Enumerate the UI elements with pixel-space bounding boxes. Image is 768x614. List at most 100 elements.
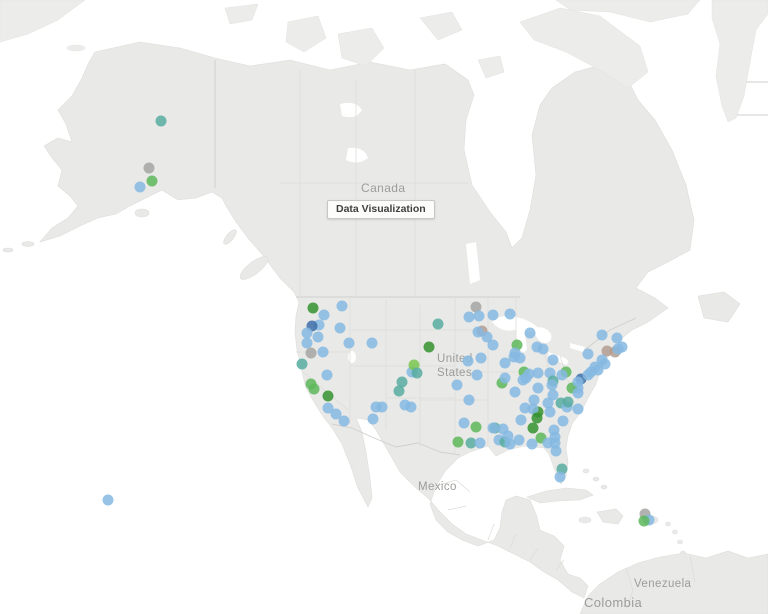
data-point[interactable] (487, 339, 499, 351)
data-point[interactable] (546, 379, 558, 391)
data-point[interactable] (515, 414, 527, 426)
data-point[interactable] (321, 369, 333, 381)
data-point[interactable] (336, 300, 348, 312)
data-point[interactable] (330, 408, 342, 420)
data-point[interactable] (296, 358, 308, 370)
data-point[interactable] (393, 385, 405, 397)
data-point[interactable] (493, 434, 505, 446)
data-point[interactable] (547, 389, 559, 401)
data-point[interactable] (572, 376, 584, 388)
data-point[interactable] (305, 347, 317, 359)
data-point[interactable] (504, 308, 516, 320)
data-point[interactable] (554, 471, 566, 483)
data-point[interactable] (322, 390, 334, 402)
data-point[interactable] (470, 421, 482, 433)
data-point[interactable] (472, 326, 484, 338)
data-point[interactable] (592, 364, 604, 376)
data-point[interactable] (497, 423, 509, 435)
data-point[interactable] (463, 394, 475, 406)
data-point[interactable] (514, 352, 526, 364)
data-point[interactable] (601, 345, 613, 357)
data-point[interactable] (499, 372, 511, 384)
data-point[interactable] (451, 379, 463, 391)
data-point[interactable] (572, 387, 584, 399)
data-point[interactable] (556, 369, 568, 381)
data-point[interactable] (487, 309, 499, 321)
data-point[interactable] (102, 494, 114, 506)
data-point[interactable] (511, 339, 523, 351)
data-point[interactable] (143, 162, 155, 174)
data-point[interactable] (532, 367, 544, 379)
data-point[interactable] (411, 367, 423, 379)
data-point[interactable] (338, 415, 350, 427)
data-point[interactable] (487, 422, 499, 434)
data-point[interactable] (531, 412, 543, 424)
data-point[interactable] (542, 437, 554, 449)
data-point[interactable] (474, 437, 486, 449)
data-point[interactable] (509, 347, 521, 359)
data-point[interactable] (317, 346, 329, 358)
data-point[interactable] (502, 430, 514, 442)
data-point[interactable] (549, 431, 561, 443)
data-point[interactable] (376, 401, 388, 413)
data-point[interactable] (312, 331, 324, 343)
data-point[interactable] (499, 357, 511, 369)
data-point[interactable] (612, 343, 624, 355)
data-point[interactable] (638, 515, 650, 527)
data-point[interactable] (547, 354, 559, 366)
data-point[interactable] (528, 394, 540, 406)
data-point[interactable] (322, 402, 334, 414)
data-point[interactable] (370, 401, 382, 413)
data-point[interactable] (307, 302, 319, 314)
data-point[interactable] (524, 327, 536, 339)
data-point[interactable] (313, 319, 325, 331)
data-point[interactable] (458, 417, 470, 429)
data-point[interactable] (562, 396, 574, 408)
data-point[interactable] (366, 337, 378, 349)
data-point[interactable] (639, 508, 651, 520)
data-point[interactable] (155, 115, 167, 127)
data-point[interactable] (343, 337, 355, 349)
data-point[interactable] (599, 358, 611, 370)
data-point[interactable] (542, 397, 554, 409)
data-point[interactable] (408, 359, 420, 371)
data-point[interactable] (473, 310, 485, 322)
data-point[interactable] (537, 343, 549, 355)
data-point[interactable] (146, 175, 158, 187)
data-point[interactable] (432, 318, 444, 330)
data-point[interactable] (452, 436, 464, 448)
data-point[interactable] (462, 355, 474, 367)
data-point[interactable] (405, 401, 417, 413)
data-point[interactable] (399, 399, 411, 411)
data-point[interactable] (475, 352, 487, 364)
data-point[interactable] (318, 309, 330, 321)
data-point[interactable] (527, 422, 539, 434)
data-point[interactable] (334, 322, 346, 334)
data-point[interactable] (463, 311, 475, 323)
data-point[interactable] (582, 369, 594, 381)
data-point[interactable] (134, 181, 146, 193)
data-point[interactable] (611, 332, 623, 344)
data-point[interactable] (548, 424, 560, 436)
data-point[interactable] (471, 369, 483, 381)
data-point[interactable] (423, 341, 435, 353)
data-point[interactable] (557, 415, 569, 427)
data-point[interactable] (555, 397, 567, 409)
data-point[interactable] (509, 386, 521, 398)
data-point[interactable] (531, 341, 543, 353)
data-point[interactable] (596, 329, 608, 341)
data-point[interactable] (532, 406, 544, 418)
data-point[interactable] (550, 445, 562, 457)
data-point[interactable] (556, 463, 568, 475)
data-point[interactable] (532, 382, 544, 394)
data-point[interactable] (517, 374, 529, 386)
data-point[interactable] (572, 403, 584, 415)
data-point[interactable] (527, 403, 539, 415)
data-point[interactable] (566, 382, 578, 394)
data-point[interactable] (513, 434, 525, 446)
data-point[interactable] (481, 331, 493, 343)
data-point[interactable] (549, 437, 561, 449)
data-point[interactable] (544, 367, 556, 379)
data-point[interactable] (306, 320, 318, 332)
data-point[interactable] (535, 432, 547, 444)
